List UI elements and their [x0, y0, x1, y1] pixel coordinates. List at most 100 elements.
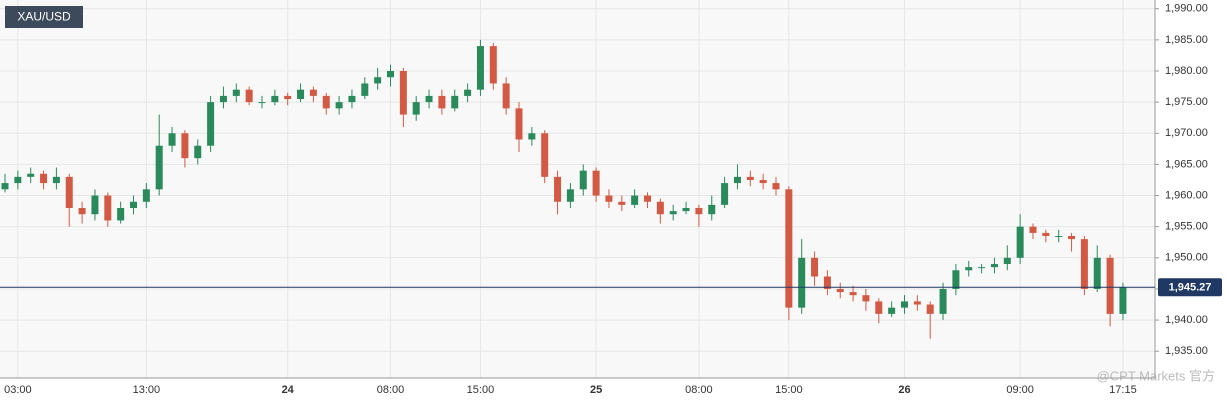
y-tick-label: 1,955.00 [1165, 221, 1208, 233]
candle-body [1055, 236, 1063, 238]
candle-body [104, 195, 112, 221]
candle-body [284, 95, 292, 100]
x-tick-label: 25 [590, 384, 602, 396]
candle-body [476, 46, 484, 90]
candle-body [644, 195, 651, 202]
candle-body [1029, 226, 1037, 233]
y-tick-label: 1,960.00 [1165, 189, 1208, 201]
candle-body [374, 77, 382, 84]
plot-area [0, 0, 1155, 378]
y-tick-label: 1,935.00 [1165, 345, 1208, 357]
candle-body [823, 276, 831, 289]
candle-body [888, 307, 896, 314]
candle-body [554, 176, 562, 202]
candle-body [721, 183, 729, 205]
x-tick-label: 24 [282, 384, 295, 396]
candle-body [708, 204, 716, 215]
candle-body [438, 95, 446, 109]
candle-body [656, 201, 664, 215]
candle-body [978, 267, 986, 269]
last-price-tag [1158, 278, 1222, 297]
candle-body [913, 301, 921, 305]
candle-body [78, 207, 86, 215]
candle-body [1042, 232, 1050, 237]
x-tick-label: 15:00 [467, 384, 495, 396]
chart-title: XAU/USD [17, 10, 71, 24]
candle-body [27, 173, 35, 177]
y-tick-label: 1,990.00 [1165, 3, 1208, 15]
candle-body [309, 89, 317, 96]
candle-body [502, 83, 510, 109]
x-tick-label: 17:15 [1109, 384, 1137, 396]
candle-body [335, 102, 343, 109]
candle-body [618, 201, 626, 205]
candle-body [412, 102, 420, 115]
candle-body [387, 70, 394, 78]
candle-body [990, 264, 998, 268]
y-tick-label: 1,985.00 [1165, 34, 1208, 46]
y-tick-label: 1,970.00 [1165, 127, 1208, 139]
candle-body [130, 201, 137, 208]
candle-body [142, 189, 150, 202]
candle-body [862, 295, 870, 302]
candle-body [258, 102, 266, 104]
candle-body [451, 95, 459, 109]
candle-body [798, 257, 806, 308]
candle-body [592, 170, 600, 196]
x-tick-label: 08:00 [377, 384, 405, 396]
candle-body [361, 83, 369, 96]
candle-body [1068, 236, 1076, 240]
y-tick-label: 1,965.00 [1165, 158, 1208, 170]
candle-body [207, 102, 215, 146]
candle-body [65, 176, 73, 208]
watermark: @CPT Markets 官方 [1097, 368, 1215, 383]
candle-body [605, 195, 613, 202]
candle-body [181, 133, 189, 159]
candle-body [399, 70, 407, 115]
candle-body [965, 267, 973, 271]
candle-body [541, 133, 549, 177]
candle-body [194, 145, 202, 159]
candle-body [117, 207, 125, 221]
candle-body [875, 301, 883, 314]
candle-body [682, 207, 690, 212]
candle-body [631, 195, 639, 205]
candle-body [219, 95, 227, 103]
x-tick-label: 03:00 [4, 384, 32, 396]
candle-body [322, 95, 330, 109]
candle-body [1003, 257, 1011, 265]
x-tick-label: 08:00 [685, 384, 713, 396]
candle-body [952, 270, 960, 289]
candle-body [926, 304, 934, 314]
y-tick-label: 1,950.00 [1165, 252, 1208, 264]
y-tick-label: 1,980.00 [1165, 65, 1208, 77]
candle-body [464, 89, 472, 96]
candle-body [1119, 287, 1127, 314]
candle-body [1, 183, 9, 190]
candle-body [245, 89, 253, 103]
x-tick-label: 13:00 [133, 384, 161, 396]
y-tick-label: 1,940.00 [1165, 314, 1208, 326]
candle-body [168, 133, 176, 146]
candle-body [1093, 257, 1101, 289]
candle-body [836, 288, 844, 293]
candle-body [579, 170, 587, 190]
candle-body [785, 189, 793, 308]
x-tick-label: 26 [898, 384, 910, 396]
candle-body [849, 292, 857, 296]
candle-body [155, 145, 163, 190]
x-tick-label: 09:00 [1006, 384, 1034, 396]
candle-body [489, 46, 497, 84]
candle-body [811, 257, 819, 277]
candle-body [772, 183, 780, 190]
y-tick-label: 1,975.00 [1165, 96, 1208, 108]
candle-body [528, 133, 536, 140]
title-badge [5, 6, 83, 28]
candle-body [746, 176, 754, 180]
candle-body [1080, 239, 1088, 289]
last-price-label: 1,945.27 [1169, 282, 1212, 294]
candle-body [52, 176, 60, 184]
candle-body [733, 176, 741, 184]
